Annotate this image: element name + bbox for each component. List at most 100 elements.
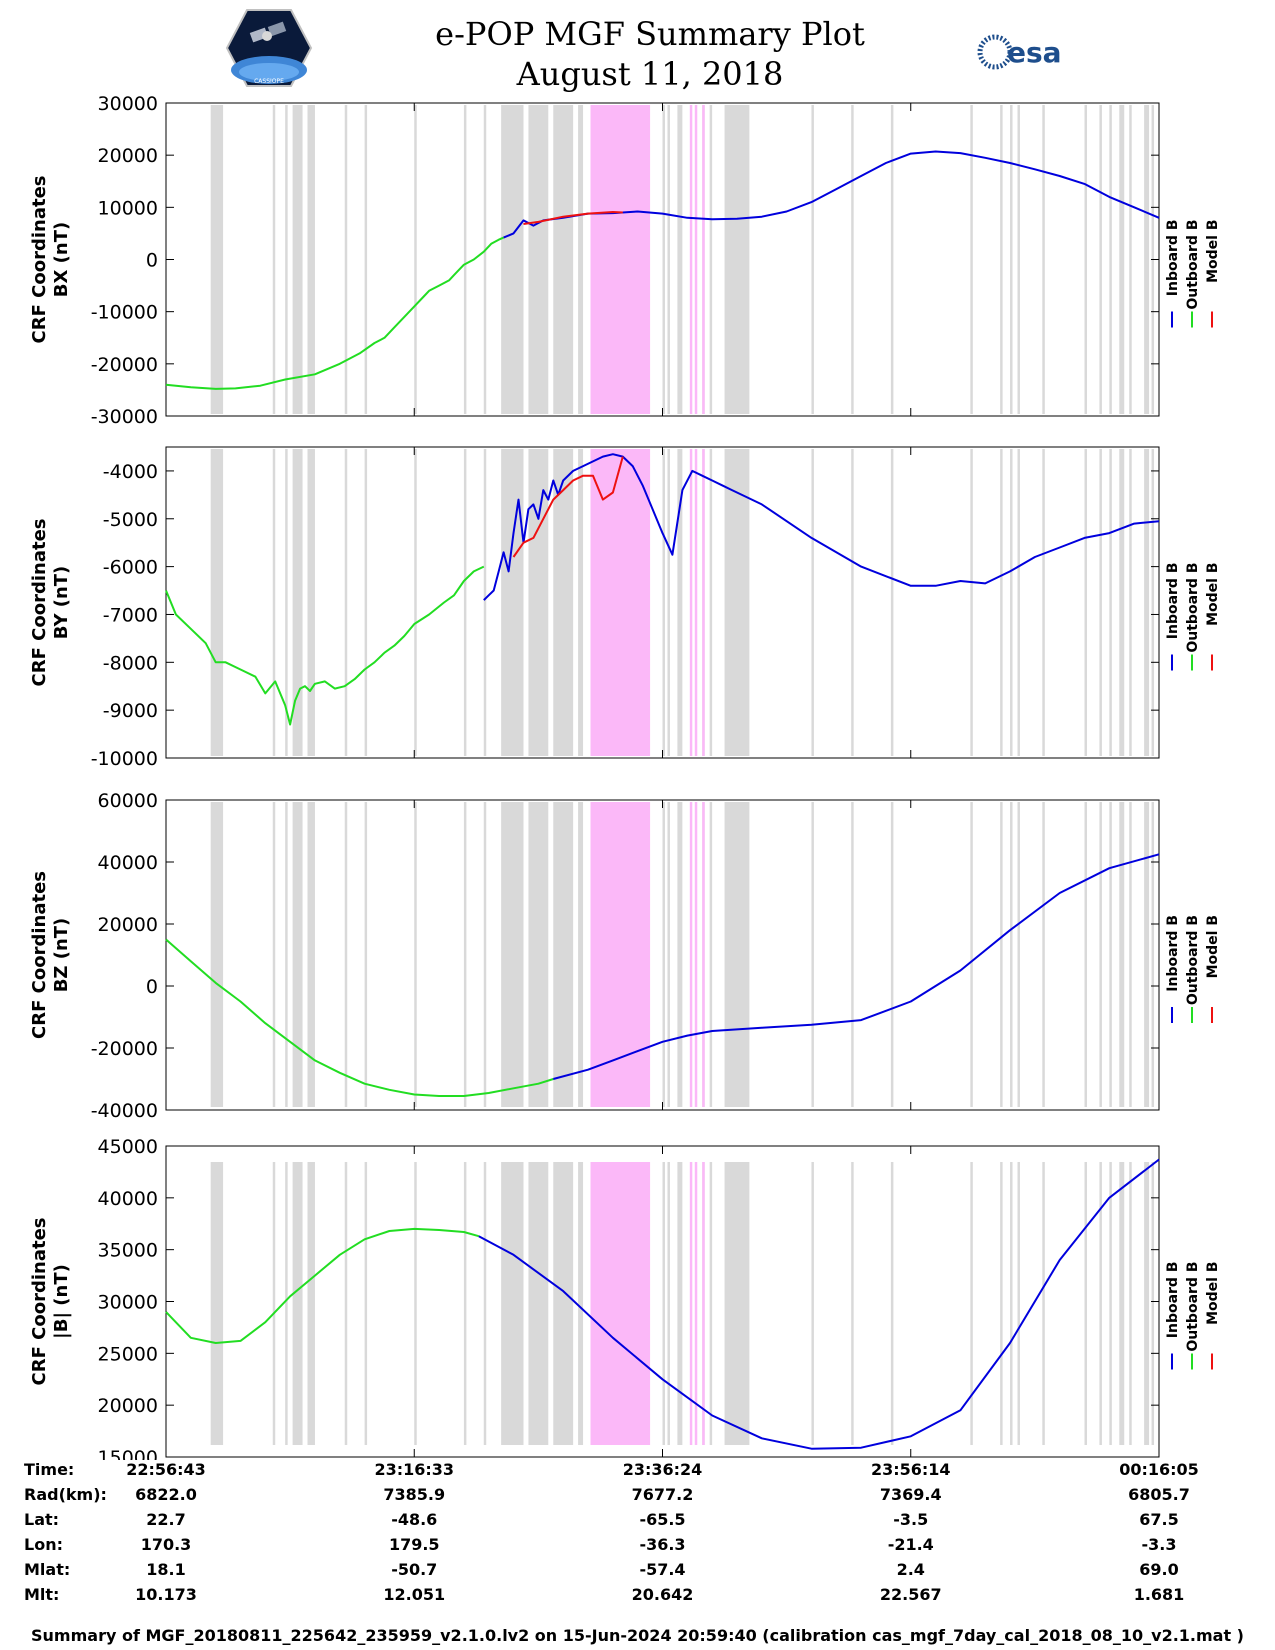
esa-logo: esa bbox=[977, 34, 1062, 70]
gap-band-gray bbox=[344, 105, 348, 414]
gap-band-gray bbox=[811, 449, 814, 756]
gap-band-gray bbox=[1109, 802, 1112, 1107]
gap-band-gray bbox=[578, 449, 584, 756]
gap-band-gray bbox=[1099, 105, 1102, 414]
gap-band-gray bbox=[483, 1162, 487, 1445]
y-tick-label: 40000 bbox=[98, 852, 158, 874]
gap-band-gray bbox=[1010, 1162, 1013, 1445]
gap-band-gray bbox=[709, 105, 713, 414]
gap-band-gray bbox=[1129, 1162, 1132, 1445]
gap-band-gray bbox=[272, 1162, 276, 1445]
gap-band-gray bbox=[1099, 1162, 1102, 1445]
legend-label: Outboard B bbox=[1185, 220, 1201, 310]
gap-band-gray bbox=[501, 449, 524, 756]
info-cell: 20.642 bbox=[631, 1585, 694, 1604]
gap-band-gray bbox=[662, 802, 665, 1107]
legend-label: Model B bbox=[1205, 1262, 1221, 1325]
info-row-label: Mlat: bbox=[24, 1560, 71, 1579]
gap-band-gray bbox=[677, 449, 683, 756]
y-tick-label: -9000 bbox=[103, 700, 158, 722]
gap-band-gray bbox=[578, 105, 584, 414]
gap-band-gray bbox=[1017, 802, 1020, 1107]
series-line-inboard bbox=[553, 853, 1160, 1080]
gap-band-gray bbox=[851, 449, 854, 756]
gap-band-gray bbox=[811, 1162, 814, 1445]
info-cell: 23:56:14 bbox=[870, 1460, 951, 1479]
gap-band-gray bbox=[890, 105, 894, 414]
y-tick-label: -10000 bbox=[91, 748, 158, 770]
gap-band-gray bbox=[364, 105, 368, 414]
info-row-label: Rad(km): bbox=[24, 1485, 107, 1504]
y-axis-label-line2: BZ (nT) bbox=[51, 918, 72, 993]
legend-label: Inboard B bbox=[1165, 1262, 1181, 1339]
gap-band-gray bbox=[1000, 1162, 1003, 1445]
legend-label: Outboard B bbox=[1185, 563, 1201, 653]
info-cell: 7369.4 bbox=[879, 1485, 942, 1504]
y-axis-label: CRF Coordinates|B| (nT) bbox=[29, 1218, 72, 1386]
gap-band-gray bbox=[285, 802, 288, 1107]
series-line-outboard bbox=[165, 1227, 480, 1344]
gap-band-gray bbox=[528, 105, 549, 414]
info-row-label: Time: bbox=[24, 1460, 75, 1479]
y-axis-label-line1: CRF Coordinates bbox=[29, 519, 50, 687]
gap-band-gray bbox=[1084, 802, 1088, 1107]
gap-band-gray bbox=[811, 802, 814, 1107]
y-tick-label: -30000 bbox=[91, 406, 158, 428]
gap-band-gray bbox=[501, 1162, 524, 1445]
gap-band-gray bbox=[1109, 449, 1112, 756]
gap-band-gray bbox=[344, 802, 348, 1107]
gap-band-gray bbox=[463, 449, 467, 756]
gap-band-pink bbox=[702, 802, 705, 1107]
y-tick-label: 25000 bbox=[98, 1343, 158, 1365]
gap-band-gray bbox=[1084, 449, 1088, 756]
gap-band-gray bbox=[344, 1162, 348, 1445]
gap-band-gray bbox=[463, 1162, 467, 1445]
gap-band-gray bbox=[528, 449, 549, 756]
gap-band-pink bbox=[694, 1162, 698, 1445]
gap-band-gray bbox=[970, 1162, 973, 1445]
gap-band-gray bbox=[1084, 105, 1088, 414]
gap-band-gray bbox=[709, 802, 713, 1107]
gap-band-gray bbox=[364, 1162, 368, 1445]
gap-band-pink bbox=[689, 105, 693, 414]
gap-band-gray bbox=[970, 449, 973, 756]
y-tick-label: 60000 bbox=[98, 790, 158, 812]
gap-band-gray bbox=[1099, 802, 1102, 1107]
gap-band-gray bbox=[528, 1162, 549, 1445]
gap-band-gray bbox=[667, 1162, 670, 1445]
gap-band-gray bbox=[210, 1162, 224, 1445]
gap-band-pink bbox=[694, 802, 698, 1107]
info-cell: 22.7 bbox=[146, 1510, 186, 1529]
gap-band-gray bbox=[483, 449, 487, 756]
gap-band-gray bbox=[970, 802, 973, 1107]
y-tick-label: 45000 bbox=[98, 1136, 158, 1158]
gap-band-gray bbox=[483, 802, 487, 1107]
gap-band-gray bbox=[285, 105, 288, 414]
info-cell: 7385.9 bbox=[383, 1485, 446, 1504]
info-cell: 22:56:43 bbox=[126, 1460, 206, 1479]
gap-band-gray bbox=[1010, 105, 1013, 414]
gap-band-gray bbox=[851, 105, 854, 414]
y-axis-label-line1: CRF Coordinates bbox=[29, 871, 50, 1039]
gap-band-gray bbox=[414, 449, 417, 756]
gap-band-gray bbox=[724, 449, 750, 756]
gap-band-gray bbox=[501, 105, 524, 414]
y-tick-label: 35000 bbox=[98, 1240, 158, 1262]
y-axis-label: CRF CoordinatesBX (nT) bbox=[29, 176, 72, 344]
gap-band-gray bbox=[662, 449, 665, 756]
gap-band-gray bbox=[210, 802, 224, 1107]
gap-band-gray bbox=[210, 105, 224, 414]
info-cell: 7677.2 bbox=[631, 1485, 694, 1504]
plot-title: e-POP MGF Summary Plot August 11, 2018 bbox=[400, 14, 900, 94]
legend-label: Model B bbox=[1205, 220, 1221, 283]
y-tick-label: -8000 bbox=[103, 652, 158, 674]
gap-band-gray bbox=[1144, 105, 1150, 414]
panel-bz: 60000 40000 20000 0 -20000 -40000 CRF Coordina… bbox=[29, 790, 1221, 1122]
y-tick-label: 30000 bbox=[98, 93, 158, 115]
gap-band-gray bbox=[724, 105, 750, 414]
gap-band-gray bbox=[483, 105, 487, 414]
gap-band-gray bbox=[1119, 105, 1125, 414]
gap-band-gray bbox=[1010, 802, 1013, 1107]
gap-band-gray bbox=[463, 105, 467, 414]
legend-label: Inboard B bbox=[1165, 915, 1181, 992]
